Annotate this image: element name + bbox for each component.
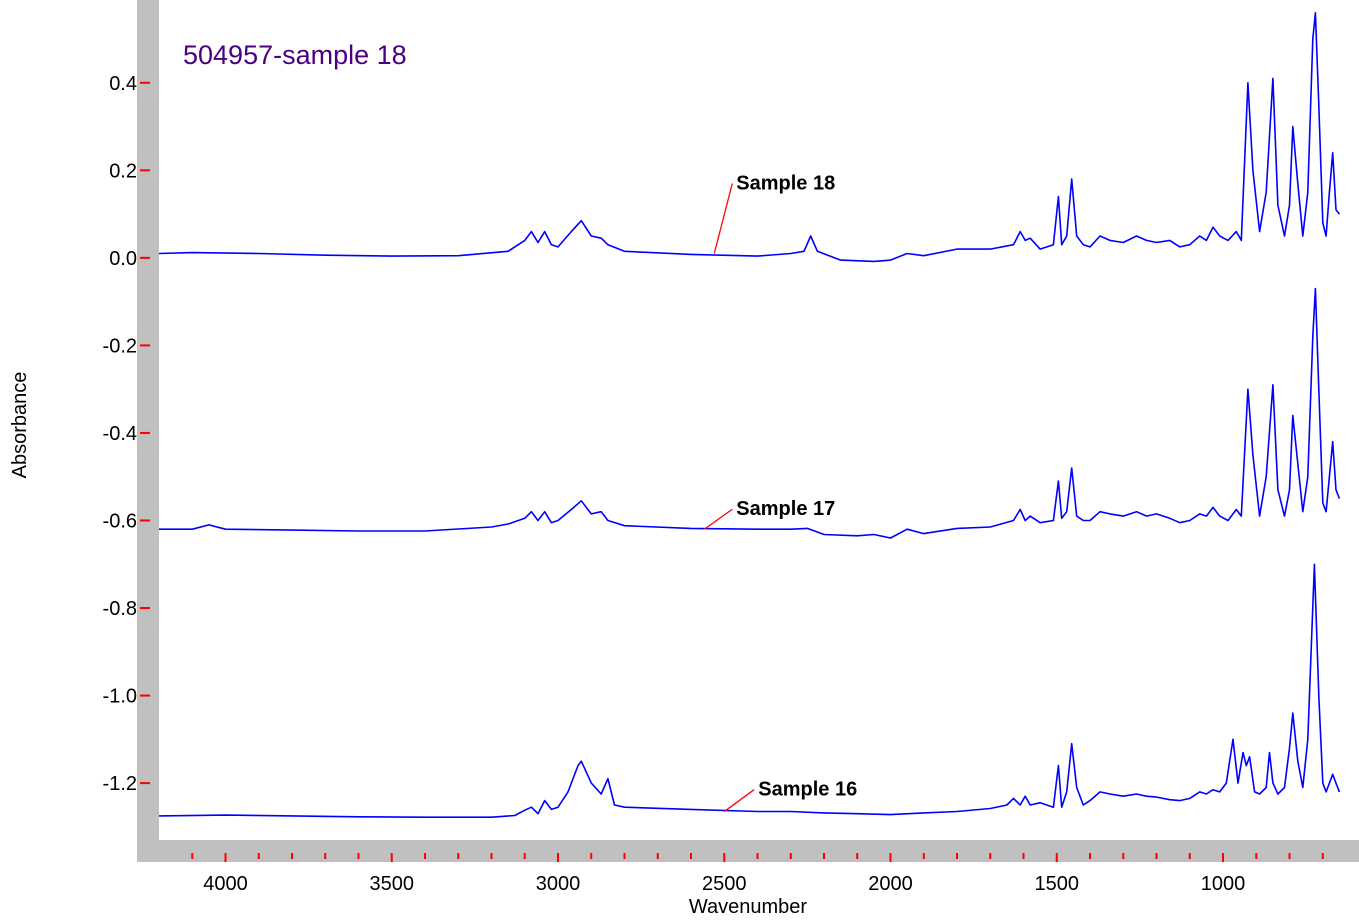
y-tick-label: -0.6 xyxy=(103,510,137,532)
x-tick-label: 2000 xyxy=(868,873,913,895)
x-axis-band xyxy=(137,840,1359,862)
y-tick-label: -0.8 xyxy=(103,598,137,620)
series-annotation-label: Sample 17 xyxy=(736,498,835,520)
annotation-leader-line xyxy=(703,508,733,530)
x-tick-label: 2500 xyxy=(702,873,747,895)
y-tick-label: 0.0 xyxy=(109,248,137,270)
y-tick-label: 0.2 xyxy=(109,160,137,182)
y-axis-band xyxy=(137,0,159,860)
x-tick-label: 1500 xyxy=(1035,873,1080,895)
x-tick-label: 3500 xyxy=(370,873,415,895)
annotation-leader-line xyxy=(723,789,755,813)
annotation-leader-line xyxy=(713,183,733,254)
chart-title: 504957-sample 18 xyxy=(183,40,407,70)
y-tick-label: -0.4 xyxy=(103,423,137,445)
series-layer xyxy=(158,12,1341,818)
series-annotation-label: Sample 18 xyxy=(736,172,835,194)
series-annotation-label: Sample 16 xyxy=(758,779,857,801)
y-tick-label: -1.2 xyxy=(103,773,137,795)
axis-ticks: 0.4 0.2 0.0 -0.2 -0.4 -0.6 -0.8 -1.0 -1.2 4000 350… xyxy=(103,73,1324,895)
series-line-sample-16 xyxy=(158,563,1341,818)
y-axis-title: Absorbance xyxy=(9,372,31,479)
series-line-sample-18 xyxy=(158,12,1341,263)
x-tick-label: 3000 xyxy=(536,873,581,895)
annotations-layer: Sample 18 Sample 17 Sample 16 xyxy=(703,172,857,813)
y-tick-label: -0.2 xyxy=(103,335,137,357)
x-tick-label: 4000 xyxy=(203,873,248,895)
y-tick-label: 0.4 xyxy=(109,73,137,95)
series-line-sample-17 xyxy=(159,287,1341,539)
y-tick-label: -1.0 xyxy=(103,686,137,708)
x-axis-title: Wavenumber xyxy=(689,896,808,918)
x-tick-label: 1000 xyxy=(1201,873,1246,895)
